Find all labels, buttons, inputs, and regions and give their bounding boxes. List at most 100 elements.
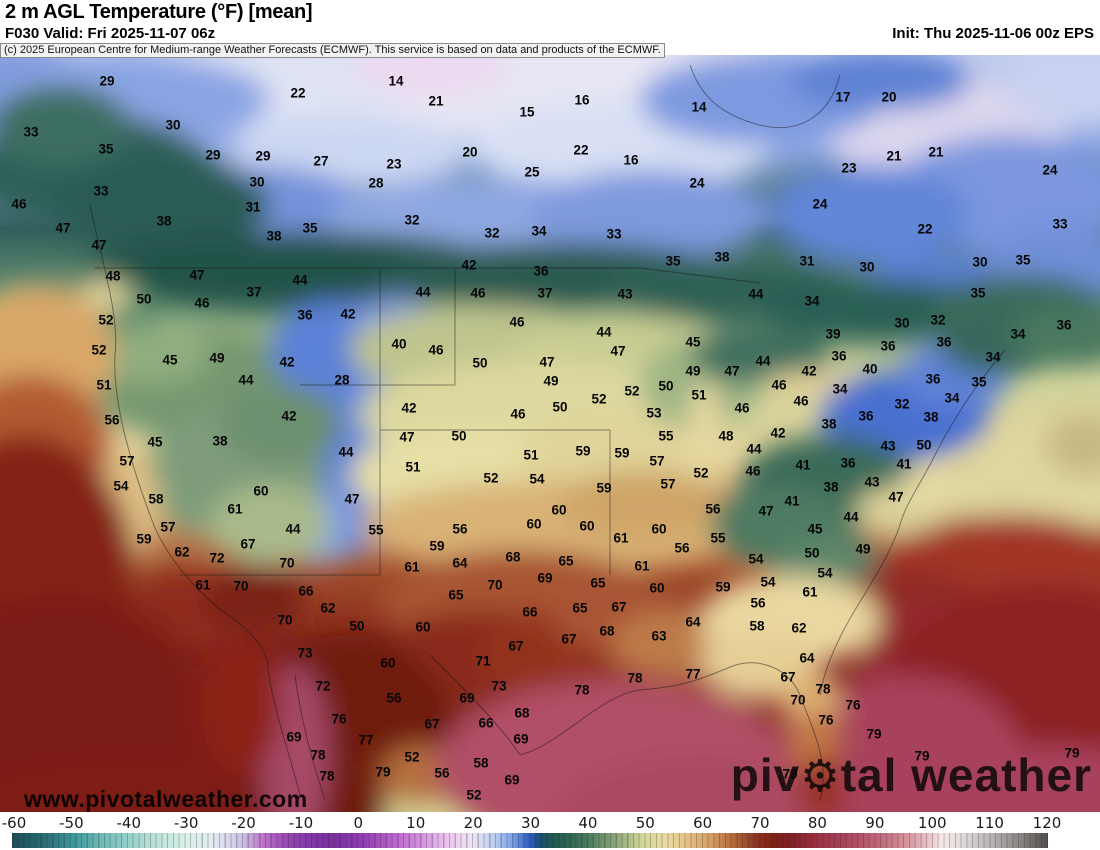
temp-label: 41 xyxy=(896,456,912,472)
temp-label: 46 xyxy=(194,295,210,311)
temp-label: 67 xyxy=(240,536,256,552)
temp-label: 52 xyxy=(624,383,640,399)
temp-label: 77 xyxy=(685,666,701,682)
temp-label: 34 xyxy=(531,223,547,239)
temp-label: 45 xyxy=(685,334,701,350)
temp-label: 79 xyxy=(782,766,798,782)
temp-label: 30 xyxy=(249,174,265,190)
temp-label: 54 xyxy=(113,478,129,494)
temp-label: 67 xyxy=(780,669,796,685)
temp-label: 47 xyxy=(91,237,107,253)
temp-label: 36 xyxy=(831,348,847,364)
temp-label: 28 xyxy=(368,175,384,191)
temp-label: 54 xyxy=(817,565,833,581)
temp-label: 59 xyxy=(596,480,612,496)
temp-label: 65 xyxy=(590,575,606,591)
temp-label: 22 xyxy=(290,85,306,101)
temp-label: 70 xyxy=(233,578,249,594)
temp-label: 49 xyxy=(543,373,559,389)
temp-label: 24 xyxy=(812,196,828,212)
temp-label: 60 xyxy=(651,521,667,537)
temp-label: 65 xyxy=(572,600,588,616)
colorbar-tick-label: -40 xyxy=(116,814,142,832)
gear-icon: ⚙ xyxy=(800,752,841,801)
colorbar-tick-label: 30 xyxy=(520,814,541,832)
temp-label: 46 xyxy=(11,196,27,212)
temp-label: 56 xyxy=(452,521,468,537)
temp-label: 57 xyxy=(160,519,176,535)
temp-label: 44 xyxy=(415,284,431,300)
temp-label: 22 xyxy=(917,221,933,237)
temp-label: 36 xyxy=(840,455,856,471)
temp-label: 42 xyxy=(801,363,817,379)
temp-label: 34 xyxy=(1010,326,1026,342)
colorbar-tick-label: 0 xyxy=(353,814,364,832)
temp-label: 73 xyxy=(297,645,313,661)
temp-label: 17 xyxy=(835,89,851,105)
colorbar-tick-label: 40 xyxy=(578,814,598,832)
temp-label: 38 xyxy=(266,228,282,244)
temp-label: 27 xyxy=(313,153,329,169)
temp-label: 52 xyxy=(591,391,607,407)
temp-label: 20 xyxy=(881,89,897,105)
temp-label: 45 xyxy=(147,434,163,450)
temp-label: 52 xyxy=(483,470,499,486)
temp-label: 15 xyxy=(519,104,535,120)
temp-label: 36 xyxy=(533,263,549,279)
temp-label: 44 xyxy=(285,521,301,537)
temp-label: 65 xyxy=(448,587,464,603)
temp-label: 59 xyxy=(136,531,152,547)
temp-label: 59 xyxy=(575,443,591,459)
temp-label: 56 xyxy=(674,540,690,556)
temp-label: 62 xyxy=(791,620,807,636)
colorbar-tick-label: 70 xyxy=(750,814,770,832)
temp-label: 30 xyxy=(972,254,988,270)
temp-label: 61 xyxy=(404,559,420,575)
forecast-valid-label: F030 Valid: Fri 2025-11-07 06z xyxy=(5,25,216,42)
temp-label: 60 xyxy=(649,580,665,596)
temp-label: 77 xyxy=(358,732,374,748)
temp-label: 57 xyxy=(649,453,665,469)
temp-label: 67 xyxy=(424,716,440,732)
temp-label: 60 xyxy=(579,518,595,534)
temp-label: 39 xyxy=(825,326,841,342)
temp-label: 38 xyxy=(714,249,730,265)
temp-label: 29 xyxy=(99,73,115,89)
temp-label: 20 xyxy=(462,144,478,160)
temp-label: 56 xyxy=(104,412,120,428)
temp-label: 73 xyxy=(491,678,507,694)
temp-label: 44 xyxy=(292,272,308,288)
temp-label: 54 xyxy=(760,574,776,590)
temp-label: 60 xyxy=(253,483,269,499)
temp-label: 46 xyxy=(734,400,750,416)
temp-label: 68 xyxy=(599,623,615,639)
temp-label: 29 xyxy=(205,147,221,163)
temp-label: 70 xyxy=(790,692,806,708)
temp-label: 60 xyxy=(551,502,567,518)
temp-label: 54 xyxy=(529,471,545,487)
temp-label: 30 xyxy=(165,117,181,133)
temp-label: 32 xyxy=(930,312,946,328)
temp-label: 50 xyxy=(552,399,568,415)
temp-label: 21 xyxy=(886,148,902,164)
temp-label: 61 xyxy=(227,501,243,517)
temp-label: 58 xyxy=(473,755,489,771)
temp-label: 36 xyxy=(1056,317,1072,333)
temp-label: 47 xyxy=(539,354,555,370)
temp-label: 33 xyxy=(93,183,109,199)
temp-label: 51 xyxy=(691,387,707,403)
temp-label: 47 xyxy=(399,429,415,445)
temp-label: 59 xyxy=(429,538,445,554)
temp-label: 38 xyxy=(156,213,172,229)
temp-label: 46 xyxy=(509,314,525,330)
temp-label: 44 xyxy=(755,353,771,369)
temp-label: 44 xyxy=(596,324,612,340)
temp-label: 44 xyxy=(338,444,354,460)
temp-label: 34 xyxy=(804,293,820,309)
temp-label: 23 xyxy=(841,160,857,176)
temp-label: 69 xyxy=(513,731,529,747)
temp-label: 51 xyxy=(96,377,112,393)
temp-label: 42 xyxy=(281,408,297,424)
temp-label: 71 xyxy=(475,653,491,669)
temp-label: 50 xyxy=(916,437,932,453)
